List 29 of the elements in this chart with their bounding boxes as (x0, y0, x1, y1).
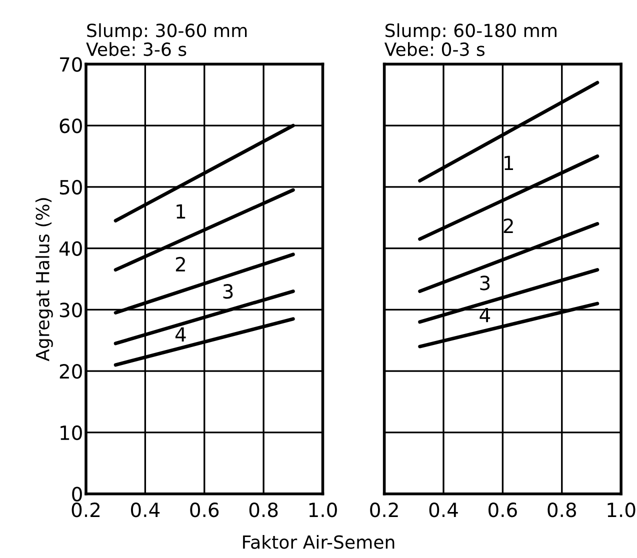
x-tick-label: 0.2 (72, 502, 100, 518)
y-tick-label: 40 (59, 241, 82, 256)
chart-title: Slump: 30-60 mm Vebe: 3-6 s (86, 23, 247, 56)
x-tick-label: 0.8 (249, 502, 278, 518)
y-tick-label: 20 (60, 364, 82, 379)
x-tick-label: 0.6 (488, 502, 517, 518)
annotation: 2 (176, 256, 185, 272)
x-tick-label: 0.6 (190, 502, 219, 518)
y-tick-label: 70 (60, 57, 82, 72)
annotation: 3 (223, 284, 233, 299)
x-tick-label: 0.2 (370, 502, 398, 518)
annotation: 1 (176, 204, 186, 219)
x-axis-title: Faktor Air-Semen (243, 534, 394, 549)
x-tick-label: 1.0 (608, 502, 636, 518)
y-axis-title: Agregat Halus (%) (35, 198, 53, 362)
x-tick-label: 0.4 (429, 502, 458, 518)
y-tick-label: 10 (60, 425, 82, 440)
x-tick-label: 1.0 (309, 502, 337, 518)
chart-title: Slump: 60-180 mm Vebe: 0-3 s (384, 23, 556, 56)
x-tick-label: 0.4 (131, 502, 160, 518)
y-tick-label: 60 (60, 118, 82, 134)
annotation: 4 (175, 327, 186, 342)
y-tick-label: 0 (72, 486, 82, 502)
annotation: 3 (480, 276, 490, 290)
annotation: 2 (504, 218, 513, 233)
y-tick-label: 50 (60, 180, 82, 195)
y-tick-label: 30 (60, 302, 82, 318)
x-tick-label: 0.8 (548, 502, 576, 518)
annotation: 1 (504, 156, 514, 170)
